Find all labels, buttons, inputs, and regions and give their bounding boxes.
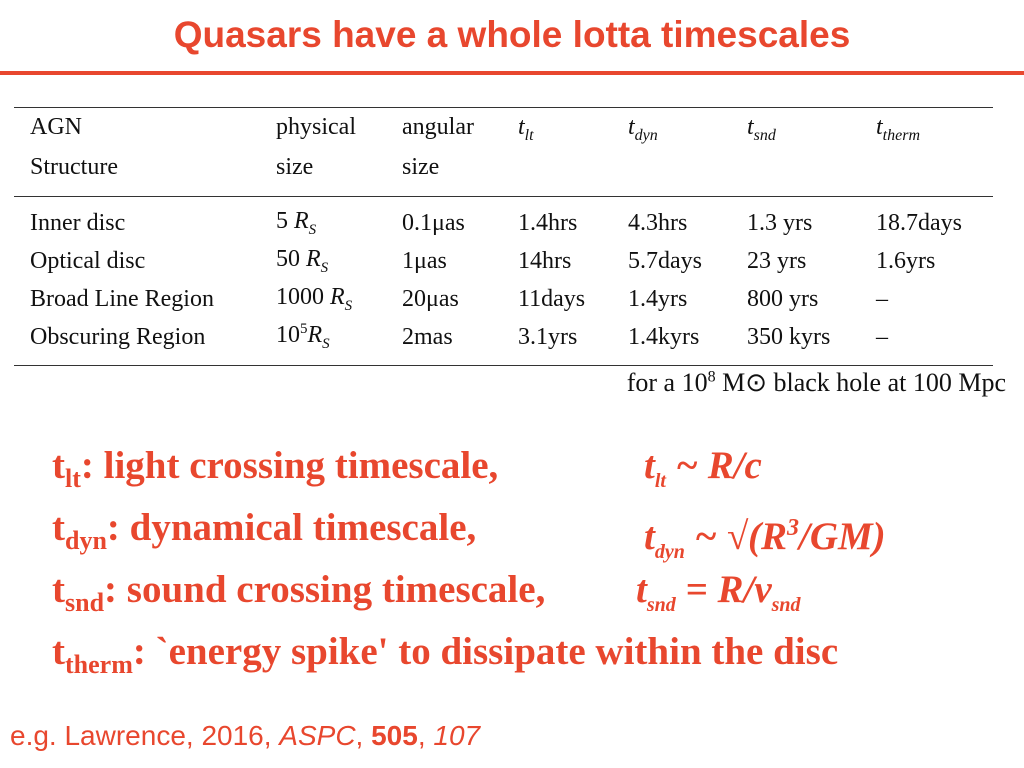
header-structure: Structure xyxy=(14,148,260,197)
t-dyn-value: 4.3hrs xyxy=(628,209,688,236)
header-tsnd: tsnd xyxy=(731,107,860,148)
t-snd-value: 1.3 yrs xyxy=(747,209,813,236)
definition-ttherm: ttherm: `energy spike' to dissipate with… xyxy=(52,630,839,679)
t-therm-value: – xyxy=(876,285,888,312)
header-agn: AGN xyxy=(14,107,260,148)
header-tlt: tlt xyxy=(502,107,612,148)
t-dyn-value: 1.4yrs xyxy=(628,285,688,312)
t-lt-value: 11days xyxy=(518,285,586,312)
header-row: AGN physical angular tlt tdyn tsnd tther… xyxy=(14,107,993,148)
definition-tsnd: tsnd: sound crossing timescale, tsnd = R… xyxy=(52,562,1012,624)
definition-tdyn: tdyn: dynamical timescale, tdyn ~ √(R3/G… xyxy=(52,500,1012,563)
t-dyn-value: 5.7days xyxy=(628,247,702,274)
structure-name: Broad Line Region xyxy=(30,285,214,312)
physical-size: 1000 RS xyxy=(276,283,353,314)
angular-size: 1μas xyxy=(402,247,447,274)
formula-tdyn: tdyn ~ √(R3/GM) xyxy=(644,515,886,563)
definitions-list: tlt: light crossing timescale, tlt ~ R/c… xyxy=(52,438,1012,686)
title-underline xyxy=(0,71,1024,75)
header-angular: angular xyxy=(386,107,502,148)
t-therm-value: 18.7days xyxy=(876,209,962,236)
formula-tlt: tlt ~ R/c xyxy=(644,444,762,492)
header-physical: physical xyxy=(260,107,386,148)
header-size-angular: size xyxy=(386,148,502,197)
header-ttherm: ttherm xyxy=(860,107,993,148)
t-therm-value: – xyxy=(860,317,993,366)
physical-size: 105RS xyxy=(260,317,386,366)
table-row: Inner disc 5 RS 0.1μas 1.4hrs 4.3hrs 1.3… xyxy=(14,197,993,242)
slide-title: Quasars have a whole lotta timescales xyxy=(173,14,851,55)
definition-tlt: tlt: light crossing timescale, tlt ~ R/c xyxy=(52,438,1012,500)
physical-size: 50 RS xyxy=(276,245,329,276)
angular-size: 20μas xyxy=(402,285,459,312)
angular-size: 0.1μas xyxy=(402,209,465,236)
t-snd-value: 23 yrs xyxy=(747,247,807,274)
table-row: Obscuring Region 105RS 2mas 3.1yrs 1.4ky… xyxy=(14,317,993,366)
header-row-2: Structure size size xyxy=(14,148,993,197)
t-dyn-value: 1.4kyrs xyxy=(612,317,731,366)
t-lt-value: 14hrs xyxy=(518,247,572,274)
reference-citation: e.g. Lawrence, 2016, ASPC, 505, 107 xyxy=(10,720,481,751)
timescale-table: AGN physical angular tlt tdyn tsnd tther… xyxy=(14,107,993,366)
formula-tsnd: tsnd = R/vsnd xyxy=(636,568,801,616)
structure-name: Inner disc xyxy=(30,209,126,236)
physical-size: 5 RS xyxy=(276,207,317,238)
t-snd-value: 800 yrs xyxy=(747,285,819,312)
header-tdyn: tdyn xyxy=(612,107,731,148)
t-lt-value: 1.4hrs xyxy=(518,209,578,236)
structure-name: Obscuring Region xyxy=(14,317,260,366)
t-lt-value: 3.1yrs xyxy=(502,317,612,366)
table-footnote: for a 108 M⊙ black hole at 100 Mpc xyxy=(626,368,1006,397)
structure-name: Optical disc xyxy=(30,247,146,274)
t-snd-value: 350 kyrs xyxy=(731,317,860,366)
angular-size: 2mas xyxy=(386,317,502,366)
header-size-physical: size xyxy=(260,148,386,197)
table-row: Optical disc 50 RS 1μas 14hrs 5.7days 23… xyxy=(14,241,993,279)
table-row: Broad Line Region 1000 RS 20μas 11days 1… xyxy=(14,279,993,317)
t-therm-value: 1.6yrs xyxy=(876,247,936,274)
